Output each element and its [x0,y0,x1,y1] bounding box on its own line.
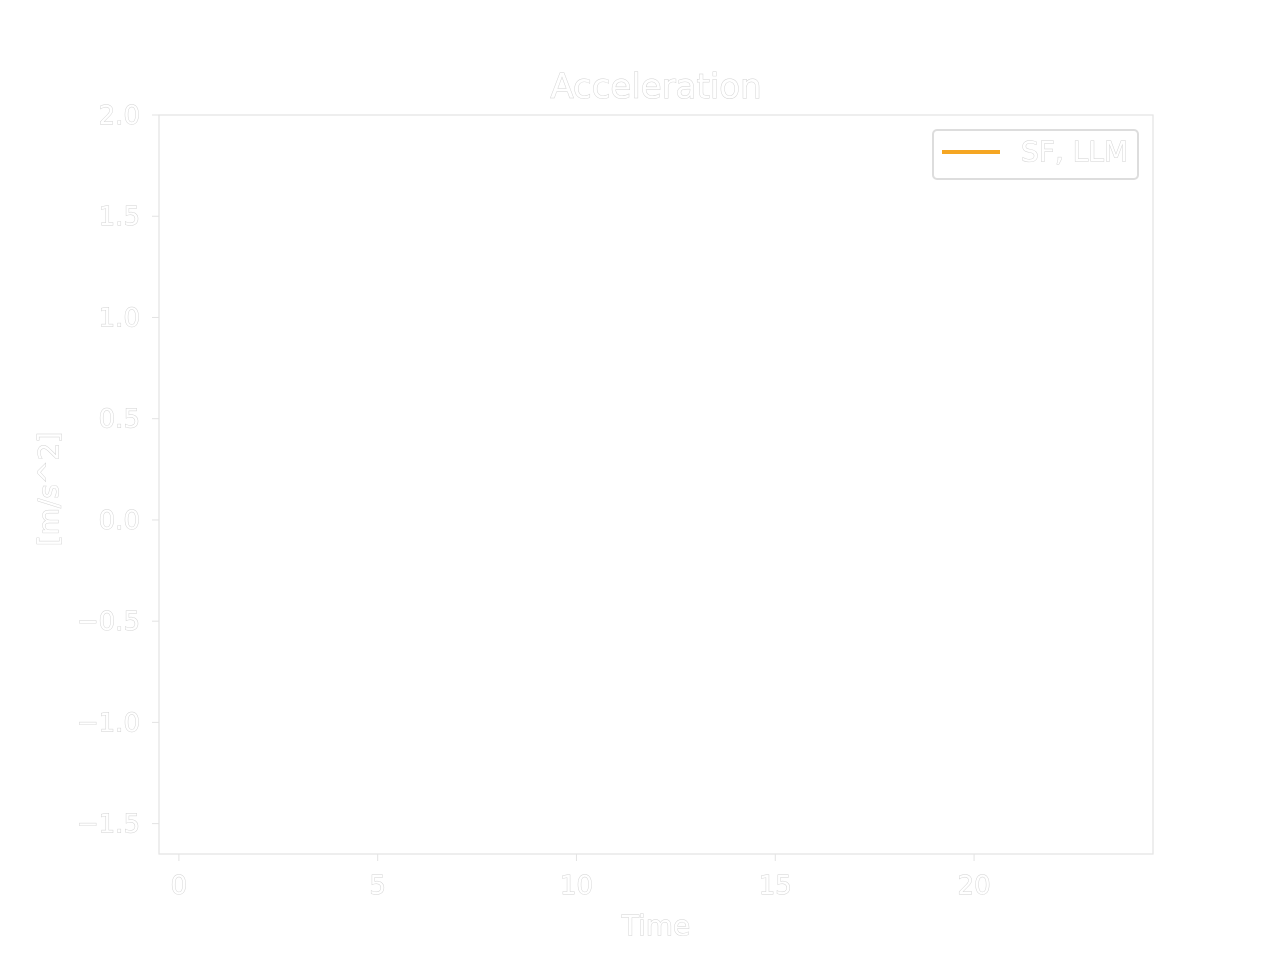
chart-title: Acceleration [550,67,761,107]
x-axis-label: Time [621,909,691,942]
y-tick-label: 1.0 [99,303,140,333]
y-tick-label: 2.0 [99,101,140,131]
y-tick-label: 0.5 [99,405,140,435]
legend-label-sf-llm: SF, LLM [1021,135,1128,168]
x-tick-label: 20 [958,871,991,901]
y-tick-label: −1.5 [77,810,140,840]
x-tick-label: 15 [759,871,792,901]
x-axis: 0 5 10 15 20 [170,854,991,901]
y-axis-label: [m/s^2] [32,432,65,546]
x-tick-label: 5 [369,871,386,901]
legend: SF, LLM [932,129,1139,180]
y-tick-label: −1.0 [77,708,140,738]
plot-area [158,114,1154,855]
x-tick-label: 0 [171,871,188,901]
y-axis: 2.0 1.5 1.0 0.5 0.0 −0.5 −1.0 −1.5 [76,101,159,840]
legend-box [932,129,1139,180]
y-tick-label: 1.5 [99,202,140,232]
y-tick-label: 0.0 [99,506,140,536]
x-tick-label: 10 [560,871,593,901]
y-tick-label: −0.5 [77,607,140,637]
